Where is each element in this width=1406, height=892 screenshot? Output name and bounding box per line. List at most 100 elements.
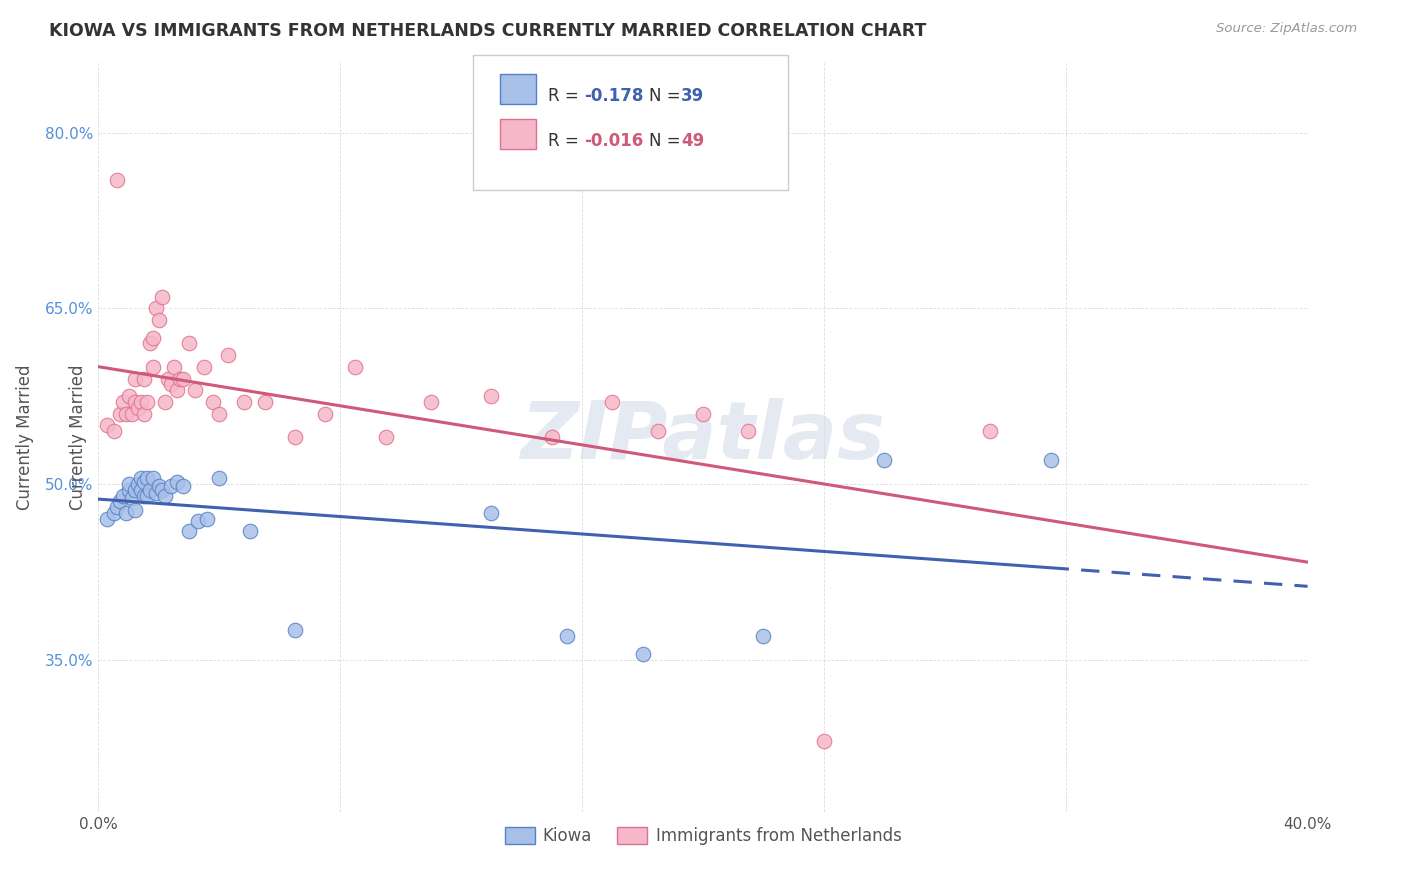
Point <box>105 500 128 515</box>
Text: R =: R = <box>548 87 585 105</box>
Point <box>103 506 125 520</box>
Point <box>314 407 336 421</box>
Point <box>111 489 134 503</box>
Point <box>142 330 165 344</box>
Legend: Kiowa, Immigrants from Netherlands: Kiowa, Immigrants from Netherlands <box>498 821 908 852</box>
Point <box>108 494 131 508</box>
Point <box>187 514 209 528</box>
Point <box>148 479 170 493</box>
Point <box>139 483 162 497</box>
Point <box>150 289 173 303</box>
Point <box>118 389 141 403</box>
Point <box>145 301 167 316</box>
Point <box>150 483 173 497</box>
Point <box>96 512 118 526</box>
Point <box>132 489 155 503</box>
Point <box>132 371 155 385</box>
Point <box>127 476 149 491</box>
Point <box>114 506 136 520</box>
Text: 49: 49 <box>682 132 704 150</box>
Point <box>124 502 146 516</box>
Text: -0.016: -0.016 <box>585 132 644 150</box>
Point <box>148 313 170 327</box>
Point <box>1039 453 1062 467</box>
Point <box>127 401 149 415</box>
Point <box>253 395 276 409</box>
FancyBboxPatch shape <box>474 55 787 190</box>
Point <box>813 734 835 748</box>
Point <box>129 395 152 409</box>
Text: 39: 39 <box>682 87 704 105</box>
Point <box>118 483 141 497</box>
Point <box>153 395 176 409</box>
Text: KIOWA VS IMMIGRANTS FROM NETHERLANDS CURRENTLY MARRIED CORRELATION CHART: KIOWA VS IMMIGRANTS FROM NETHERLANDS CUR… <box>49 22 927 40</box>
Point <box>193 359 215 374</box>
Point <box>631 647 654 661</box>
Point <box>208 407 231 421</box>
Text: N =: N = <box>648 87 686 105</box>
Point <box>166 384 188 398</box>
Point <box>124 483 146 497</box>
Point <box>184 384 207 398</box>
Point <box>135 395 157 409</box>
Point <box>555 629 578 643</box>
Point <box>111 395 134 409</box>
Point <box>239 524 262 538</box>
Point <box>163 359 186 374</box>
Point <box>132 475 155 489</box>
Point <box>752 629 775 643</box>
Point <box>179 336 201 351</box>
Point <box>647 424 669 438</box>
Point <box>208 471 231 485</box>
Point <box>103 424 125 438</box>
Point <box>284 624 307 638</box>
Point <box>105 172 128 186</box>
Point <box>135 471 157 485</box>
Point <box>118 476 141 491</box>
Bar <box>501 74 536 103</box>
Point <box>179 524 201 538</box>
Point <box>420 395 443 409</box>
Point <box>344 359 367 374</box>
Point <box>145 486 167 500</box>
Point <box>481 389 503 403</box>
Point <box>172 479 194 493</box>
Point <box>166 475 188 489</box>
Point <box>96 418 118 433</box>
Point <box>169 371 191 385</box>
Point <box>172 371 194 385</box>
Y-axis label: Currently Married: Currently Married <box>69 364 87 510</box>
Point <box>540 430 562 444</box>
Point <box>160 377 183 392</box>
Point <box>156 371 179 385</box>
Point <box>202 395 225 409</box>
Point <box>374 430 396 444</box>
Point <box>153 489 176 503</box>
Point <box>142 471 165 485</box>
Point <box>737 424 759 438</box>
Point <box>979 424 1001 438</box>
Point <box>195 512 218 526</box>
Point <box>873 453 896 467</box>
Point <box>132 407 155 421</box>
Point <box>139 336 162 351</box>
Point <box>602 395 624 409</box>
Text: -0.178: -0.178 <box>585 87 644 105</box>
Point <box>160 479 183 493</box>
Text: R =: R = <box>548 132 585 150</box>
Point <box>114 407 136 421</box>
Point <box>121 491 143 505</box>
Point <box>481 506 503 520</box>
Bar <box>501 119 536 149</box>
Point <box>124 395 146 409</box>
Point <box>142 359 165 374</box>
Point <box>692 407 714 421</box>
Text: ZIPatlas: ZIPatlas <box>520 398 886 476</box>
Point <box>108 407 131 421</box>
Text: Source: ZipAtlas.com: Source: ZipAtlas.com <box>1216 22 1357 36</box>
Point <box>129 483 152 497</box>
Point <box>217 348 239 362</box>
Point <box>232 395 254 409</box>
Point <box>129 471 152 485</box>
Point <box>284 430 307 444</box>
